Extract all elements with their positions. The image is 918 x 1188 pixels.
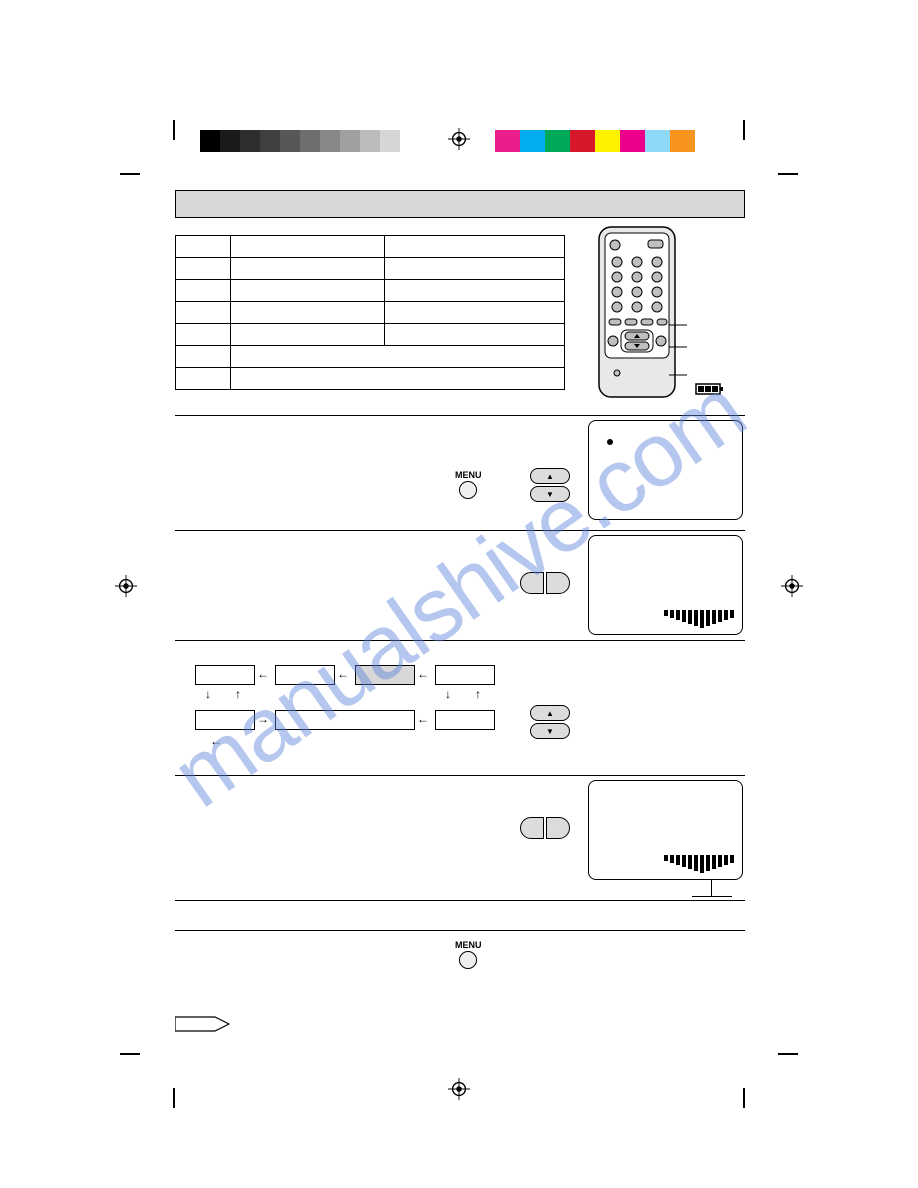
tv-screen-3 [588, 780, 743, 880]
left-button [520, 572, 544, 594]
page-reference-arrow [175, 1015, 230, 1033]
menu-label: MENU [455, 470, 482, 480]
flow-box [435, 710, 495, 730]
registration-mark-top [448, 128, 470, 150]
crop-mark-tl [120, 120, 175, 175]
divider [175, 415, 745, 416]
registration-mark-bottom [448, 1078, 470, 1100]
down-button: ▼ [530, 486, 570, 502]
battery-icon [695, 382, 725, 401]
registration-mark-left [115, 575, 137, 597]
remote-control-illustration [593, 225, 688, 400]
crop-mark-br [743, 1053, 798, 1108]
color-swatches [495, 130, 695, 152]
right-button [546, 572, 570, 594]
divider [175, 900, 745, 901]
flow-box [195, 665, 255, 685]
arrow-left-icon: ← [417, 667, 429, 681]
arrow-right-icon: → [257, 712, 269, 726]
grayscale-swatches [200, 130, 420, 152]
crop-mark-bl [120, 1053, 175, 1108]
menu-button-1: MENU [455, 470, 482, 499]
up-button: ▲ [530, 468, 570, 484]
flow-box [275, 665, 335, 685]
arrow-left-icon: ← [417, 712, 429, 726]
section-title-bar [175, 190, 745, 218]
arrow-left-icon: ← [337, 667, 349, 681]
divider [175, 640, 745, 641]
down-button: ▼ [530, 723, 570, 739]
flow-box [195, 710, 255, 730]
arrow-down-icon: ↓ [205, 687, 211, 701]
left-button [520, 817, 544, 839]
registration-mark-right [781, 575, 803, 597]
flow-box-wide [275, 710, 415, 730]
arrow-left-icon: ← [257, 667, 269, 681]
menu-button-2: MENU [455, 940, 482, 969]
pointer-line [711, 879, 712, 897]
flow-box [435, 665, 495, 685]
divider [175, 930, 745, 931]
divider [175, 775, 745, 776]
divider [175, 530, 745, 531]
up-button: ▲ [530, 705, 570, 721]
tv-screen-1 [588, 420, 743, 520]
arrow-up-icon: ↑ [475, 687, 481, 701]
right-button [546, 817, 570, 839]
arrow-down-icon: ↓ [445, 687, 451, 701]
tv-screen-2 [588, 535, 743, 635]
settings-table [175, 235, 565, 390]
menu-label: MENU [455, 940, 482, 950]
crop-mark-tr [743, 120, 798, 175]
arrow-up-icon: ↑ [235, 687, 241, 701]
arrow-left-icon: ← [210, 734, 222, 748]
flow-box [355, 665, 415, 685]
